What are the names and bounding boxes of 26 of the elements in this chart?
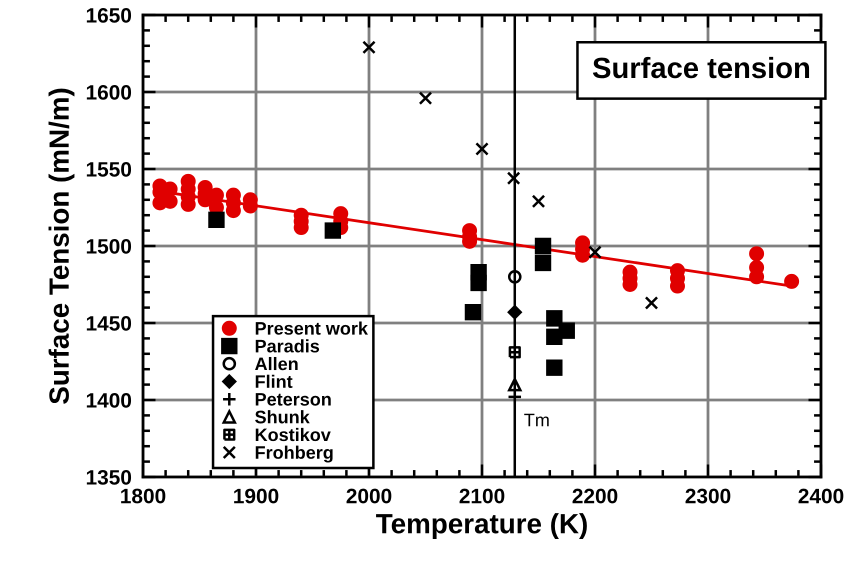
y-tick-label: 1350 — [86, 470, 132, 485]
x-axis-title: Temperature (K) — [376, 513, 587, 539]
legend-label: Flint — [256, 374, 292, 388]
x-tick-label: 2400 — [798, 488, 844, 504]
y-tick-label: 1500 — [86, 239, 132, 254]
x-tick-label: 1800 — [121, 488, 166, 504]
y-tick-label: 1550 — [86, 162, 132, 177]
y-tick-label: 1400 — [86, 393, 132, 408]
legend-label: Kostikov — [256, 428, 331, 442]
legend-label: Frohberg — [256, 446, 333, 463]
legend-label: Shunk — [255, 410, 310, 424]
x-tick-label: 2100 — [460, 488, 504, 504]
annotation: Surface tension — [592, 56, 810, 78]
legend-label: Paradis — [256, 339, 320, 353]
y-tick-label: 1650 — [86, 8, 132, 23]
y-tick-label: 1600 — [86, 85, 132, 100]
legend-label: Present work — [256, 322, 368, 335]
y-axis-title: Surface Tension (mN/m) — [48, 88, 74, 404]
x-tick-label: 1900 — [234, 488, 278, 504]
x-tick-label: 2200 — [572, 488, 618, 504]
legend-label: Peterson — [256, 393, 331, 406]
x-tick-label: 2300 — [686, 488, 730, 504]
ref-line-label: Tm — [524, 414, 549, 426]
legend-label: Allen — [255, 356, 298, 370]
y-tick-label: 1450 — [86, 316, 132, 331]
x-tick-label: 2000 — [346, 488, 392, 504]
